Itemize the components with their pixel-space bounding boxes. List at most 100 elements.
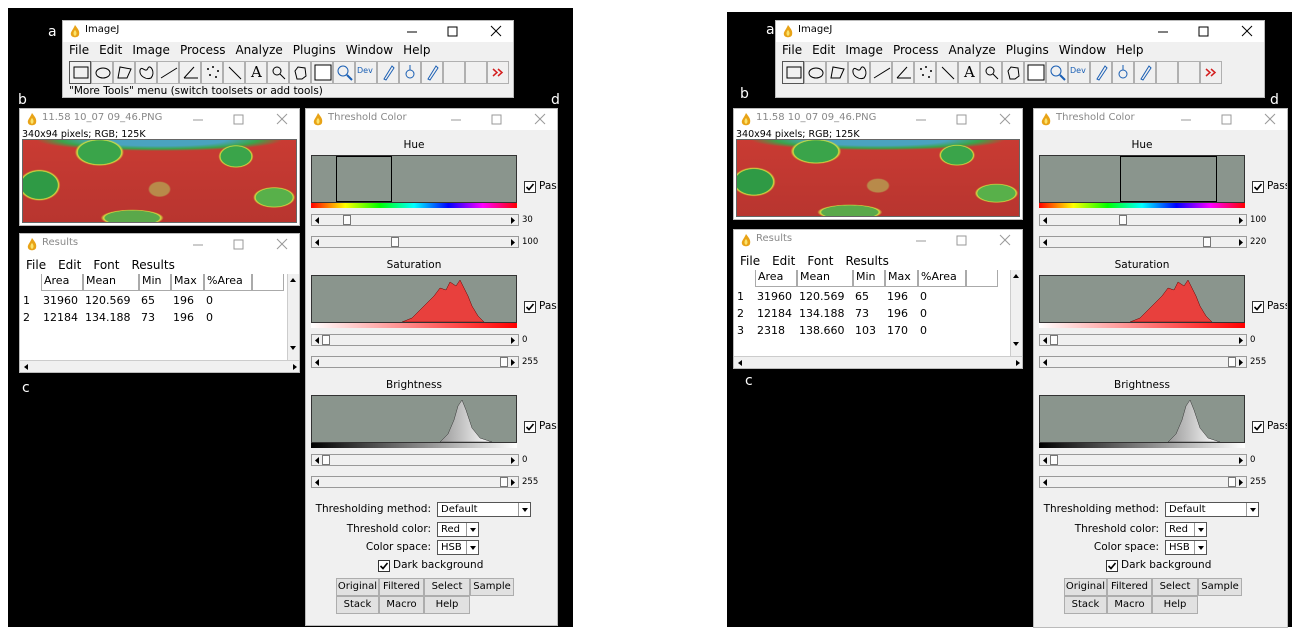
tool-button[interactable] [377, 61, 399, 84]
menu-item[interactable]: Font [807, 254, 833, 268]
menu-item[interactable]: Results [131, 258, 174, 272]
tool-button[interactable] [201, 61, 223, 84]
button[interactable]: Stack [336, 596, 379, 614]
tool-button[interactable] [826, 61, 848, 84]
tool-button[interactable] [91, 61, 113, 84]
tool-button[interactable] [1090, 61, 1112, 84]
tool-button[interactable] [892, 61, 914, 84]
button[interactable]: Original [336, 578, 379, 596]
menu-item[interactable]: Image [132, 43, 170, 57]
tool-button[interactable] [113, 61, 135, 84]
button[interactable]: Sample [1198, 578, 1242, 596]
dropdown[interactable]: HSB [437, 540, 479, 555]
menu-item[interactable]: Analyze [948, 43, 995, 57]
tool-button[interactable] [804, 61, 826, 84]
menu-item[interactable]: Font [93, 258, 119, 272]
tool-button[interactable] [1200, 61, 1222, 84]
tool-button[interactable] [69, 61, 91, 84]
image-window: 11.58 10_07 09_46.PNG340x94 pixels; RGB;… [19, 108, 300, 226]
tool-button[interactable] [289, 61, 311, 84]
tool-button[interactable] [1156, 61, 1178, 84]
button[interactable]: Filtered [1107, 578, 1152, 596]
tool-button[interactable] [135, 61, 157, 84]
tool-button[interactable]: A [245, 61, 267, 84]
shape [224, 62, 244, 83]
tool-button[interactable]: Dev [355, 61, 377, 84]
menu-item[interactable]: File [69, 43, 89, 57]
tool-button[interactable] [223, 61, 245, 84]
tool-button[interactable] [848, 61, 870, 84]
button[interactable]: Macro [1107, 596, 1152, 614]
tool-button[interactable] [870, 61, 892, 84]
slider[interactable] [1039, 236, 1247, 248]
tool-button[interactable]: Dev [1068, 61, 1090, 84]
button[interactable]: Stack [1064, 596, 1107, 614]
menu-item[interactable]: Image [845, 43, 883, 57]
tool-button[interactable] [179, 61, 201, 84]
dropdown[interactable]: Default [437, 502, 531, 517]
slider[interactable] [311, 356, 519, 368]
button[interactable]: Macro [379, 596, 424, 614]
tool-button[interactable] [311, 61, 333, 84]
tool-button[interactable] [487, 61, 509, 84]
menu-item[interactable]: Edit [812, 43, 835, 57]
tool-button[interactable] [1112, 61, 1134, 84]
slider[interactable] [1039, 334, 1247, 346]
tool-button[interactable] [914, 61, 936, 84]
tool-button[interactable] [1024, 61, 1046, 84]
tool-button[interactable]: A [958, 61, 980, 84]
menu-item[interactable]: Plugins [1006, 43, 1049, 57]
menu-item[interactable]: Window [346, 43, 393, 57]
menu-item[interactable]: Edit [58, 258, 81, 272]
slider[interactable] [311, 454, 519, 466]
tool-button[interactable] [980, 61, 1002, 84]
button[interactable]: Help [424, 596, 470, 614]
dropdown[interactable]: HSB [1165, 540, 1207, 555]
tool-button[interactable] [267, 61, 289, 84]
tool-button[interactable] [782, 61, 804, 84]
shape [782, 24, 794, 38]
menu-item[interactable]: Analyze [235, 43, 282, 57]
slider[interactable] [1039, 454, 1247, 466]
button[interactable]: Sample [470, 578, 514, 596]
tool-button[interactable] [465, 61, 487, 84]
slider[interactable] [311, 476, 519, 488]
button[interactable]: Select [1152, 578, 1198, 596]
tool-button[interactable] [157, 61, 179, 84]
tool-button[interactable] [399, 61, 421, 84]
menu-item[interactable]: File [782, 43, 802, 57]
button[interactable]: Select [424, 578, 470, 596]
menu-item[interactable]: Edit [772, 254, 795, 268]
tool-button[interactable] [333, 61, 355, 84]
menu-item[interactable]: Plugins [293, 43, 336, 57]
tool-button[interactable] [1046, 61, 1068, 84]
tool-button[interactable] [1134, 61, 1156, 84]
dropdown[interactable]: Red [1165, 522, 1207, 537]
button[interactable]: Original [1064, 578, 1107, 596]
button[interactable]: Filtered [379, 578, 424, 596]
tool-button[interactable] [421, 61, 443, 84]
slider[interactable] [311, 214, 519, 226]
menu-item[interactable]: Edit [99, 43, 122, 57]
menu-item[interactable]: Process [180, 43, 226, 57]
dropdown[interactable]: Red [437, 522, 479, 537]
tool-button[interactable] [1002, 61, 1024, 84]
shape [313, 358, 321, 367]
menu-item[interactable]: File [26, 258, 46, 272]
menu-item[interactable]: Process [893, 43, 939, 57]
menu-item[interactable]: File [740, 254, 760, 268]
menu-item[interactable]: Help [1116, 43, 1143, 57]
menu-item[interactable]: Help [403, 43, 430, 57]
slider[interactable] [311, 334, 519, 346]
dropdown[interactable]: Default [1165, 502, 1259, 517]
tool-button[interactable] [443, 61, 465, 84]
menu-item[interactable]: Window [1059, 43, 1106, 57]
tool-button[interactable] [936, 61, 958, 84]
menu-item[interactable]: Results [845, 254, 888, 268]
slider[interactable] [311, 236, 519, 248]
slider[interactable] [1039, 214, 1247, 226]
button[interactable]: Help [1152, 596, 1198, 614]
tool-button[interactable] [1178, 61, 1200, 84]
slider[interactable] [1039, 476, 1247, 488]
slider[interactable] [1039, 356, 1247, 368]
